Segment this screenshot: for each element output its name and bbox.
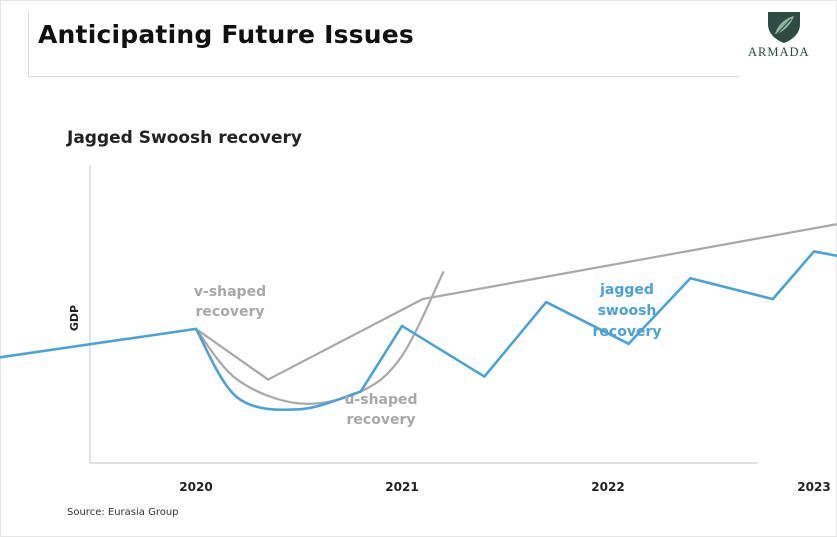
annotation-v-shaped: v-shaped recovery — [194, 284, 266, 320]
page-title: Anticipating Future Issues — [38, 20, 415, 49]
annotation-line: v-shaped — [194, 284, 266, 300]
annotation-line: recovery — [347, 412, 416, 428]
logo-text: ARMADA — [748, 45, 810, 59]
source-note: Source: Eurasia Group — [67, 507, 179, 518]
series-layer — [0, 223, 837, 412]
annotation-line: jagged — [599, 282, 654, 298]
x-tick-label: 2023 — [797, 480, 830, 494]
annotation-layer: v-shaped recovery u-shaped recovery jagged sw… — [194, 282, 662, 428]
armada-shield-leaf-icon — [768, 12, 800, 43]
x-tick-label: 2021 — [385, 480, 418, 494]
annotation-jagged-swoosh: jagged swoosh recovery — [593, 282, 662, 340]
x-tick-label: 2022 — [591, 480, 624, 494]
chart-title: Jagged Swoosh recovery — [67, 128, 302, 148]
annotation-line: recovery — [593, 324, 662, 340]
x-tick-label: 2020 — [179, 480, 212, 494]
annotation-u-shaped: u-shaped recovery — [344, 392, 417, 428]
series-line-v-shaped — [194, 223, 837, 381]
annotation-line: recovery — [196, 304, 265, 320]
y-axis-label: GDP — [68, 305, 81, 331]
series-line-jagged-swoosh — [0, 250, 837, 412]
header-divider-vertical — [28, 12, 29, 76]
x-tick-labels: 20202021202220232024 — [179, 480, 830, 494]
annotation-line: swoosh — [598, 303, 657, 319]
header-divider — [28, 76, 740, 77]
annotation-line: u-shaped — [344, 392, 417, 408]
